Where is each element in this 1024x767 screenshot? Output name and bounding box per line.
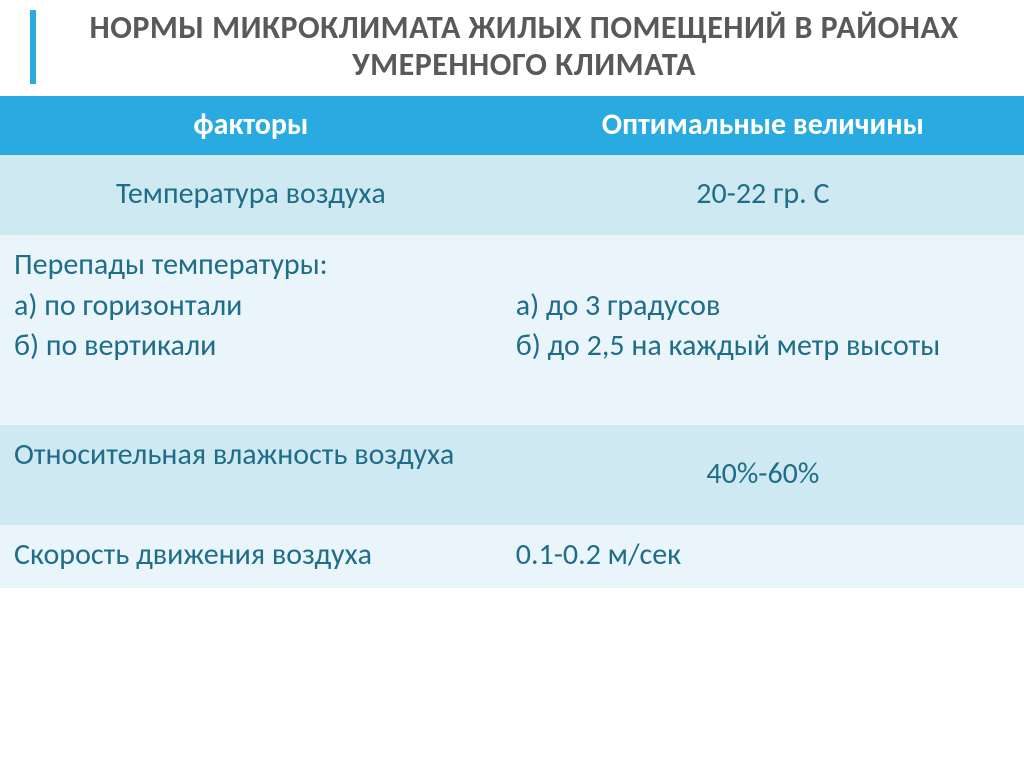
- table-row: Относительная влажность воздуха40%-60%: [0, 425, 1024, 525]
- table-body: Температура воздуха20-22 гр. СПерепады т…: [0, 155, 1024, 588]
- header-factors: факторы: [0, 96, 502, 156]
- cell-factor: Температура воздуха: [0, 155, 502, 235]
- cell-value: 40%-60%: [502, 425, 1024, 525]
- table-row: Скорость движения воздуха0.1-0.2 м/сек: [0, 525, 1024, 588]
- slide-title-wrap: НОРМЫ МИКРОКЛИМАТА ЖИЛЫХ ПОМЕЩЕНИЙ В РАЙ…: [0, 0, 1024, 96]
- cell-factor: Относительная влажность воздуха: [0, 425, 502, 525]
- cell-value: 20-22 гр. С: [502, 155, 1024, 235]
- table-row: Температура воздуха20-22 гр. С: [0, 155, 1024, 235]
- cell-value: а) до 3 градусов б) до 2,5 на каждый мет…: [502, 235, 1024, 425]
- cell-value: 0.1-0.2 м/сек: [502, 525, 1024, 588]
- table-row: Перепады температуры: а) по горизонтали …: [0, 235, 1024, 425]
- slide-title: НОРМЫ МИКРОКЛИМАТА ЖИЛЫХ ПОМЕЩЕНИЙ В РАЙ…: [54, 10, 994, 84]
- header-values: Оптимальные величины: [502, 96, 1024, 156]
- title-accent-bar: [30, 10, 36, 84]
- cell-factor: Перепады температуры: а) по горизонтали …: [0, 235, 502, 425]
- microclimate-table: факторы Оптимальные величины Температура…: [0, 96, 1024, 588]
- cell-factor: Скорость движения воздуха: [0, 525, 502, 588]
- table-header-row: факторы Оптимальные величины: [0, 96, 1024, 156]
